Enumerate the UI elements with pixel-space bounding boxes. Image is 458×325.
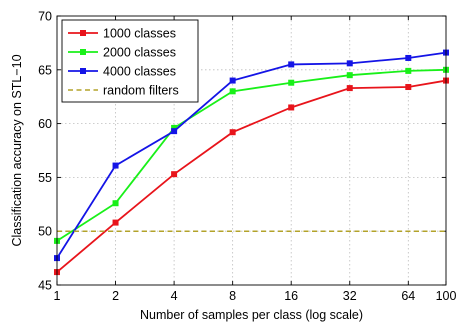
x-tick-label: 8 (229, 289, 236, 303)
data-point-2000-classes (405, 67, 412, 74)
axis-ticks: 1 2 4 8 16 32 64 100 45 50 55 60 65 70 (38, 10, 456, 304)
data-point-1000-classes (288, 104, 295, 111)
data-point-4000-classes (112, 162, 119, 169)
y-tick-label: 60 (38, 117, 52, 131)
legend-marker-4000-classes (80, 68, 86, 74)
x-tick-label: 4 (171, 289, 178, 303)
data-point-4000-classes (288, 61, 295, 68)
x-tick-label: 64 (401, 289, 415, 303)
data-point-2000-classes (112, 200, 119, 207)
legend: 1000 classes 2000 classes 4000 classes rand… (61, 19, 199, 103)
x-axis-label: Number of samples per class (log scale) (140, 308, 363, 322)
data-point-2000-classes (229, 88, 236, 95)
data-point-4000-classes (346, 60, 353, 67)
series-line-4000-classes (56, 51, 447, 259)
data-point-1000-classes (346, 85, 353, 92)
data-point-1000-classes (112, 219, 119, 226)
y-tick-label: 50 (38, 225, 52, 239)
y-tick-label: 45 (38, 279, 52, 293)
y-tick-label: 65 (38, 63, 52, 77)
data-point-2000-classes (171, 124, 178, 131)
data-point-2000-classes (346, 72, 353, 79)
data-point-1000-classes (405, 84, 412, 91)
legend-label-2000-classes: 2000 classes (103, 46, 176, 60)
legend-marker-1000-classes (80, 30, 86, 36)
legend-marker-2000-classes (80, 49, 86, 55)
y-axis-label: Classification accuracy on STL−10 (10, 54, 24, 246)
y-tick-label: 55 (38, 171, 52, 185)
x-tick-label: 2 (112, 289, 119, 303)
x-tick-label: 1 (54, 289, 61, 303)
data-point-1000-classes (171, 171, 178, 178)
legend-label-1000-classes: 1000 classes (103, 27, 176, 41)
y-tick-label: 70 (38, 10, 52, 24)
plot-frame (56, 15, 447, 286)
data-point-2000-classes (288, 79, 295, 86)
x-tick-label: 16 (284, 289, 298, 303)
data-point-4000-classes (229, 77, 236, 84)
data-point-4000-classes (171, 128, 178, 135)
x-tick-label: 100 (436, 289, 457, 303)
legend-label-random-filters: random filters (103, 84, 179, 98)
data-point-4000-classes (405, 54, 412, 61)
x-tick-label: 32 (343, 289, 357, 303)
legend-label-4000-classes: 4000 classes (103, 65, 176, 79)
series-line-2000-classes (56, 68, 447, 242)
series-line-1000-classes (56, 79, 447, 273)
data-point-1000-classes (229, 129, 236, 136)
